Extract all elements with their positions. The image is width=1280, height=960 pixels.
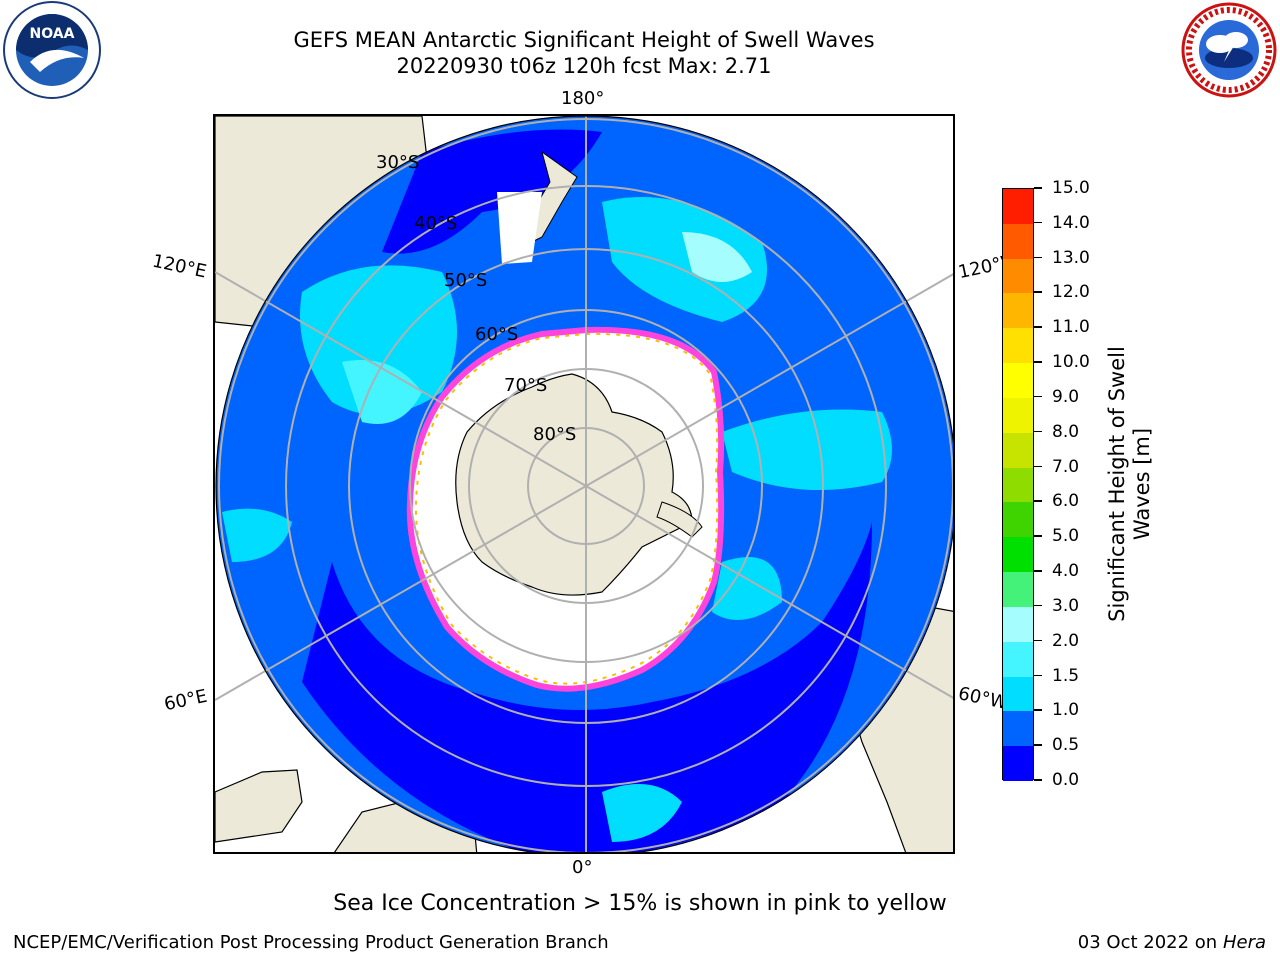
colorbar-segment [1003, 189, 1033, 224]
colorbar-tick-label: 2.0 [1052, 630, 1080, 651]
colorbar-segment [1003, 467, 1033, 503]
colorbar-segment [1003, 223, 1033, 259]
colorbar-tick [1034, 674, 1042, 677]
colorbar-tick-label: 7.0 [1052, 456, 1080, 477]
graticule [215, 116, 953, 852]
colorbar-tick-label: 1.5 [1052, 665, 1080, 686]
meridian-120 [215, 271, 953, 699]
colorbar-tick-label: 0.5 [1052, 735, 1080, 756]
title-line-1: GEFS MEAN Antarctic Significant Height o… [293, 28, 875, 52]
title-line-2: 20220930 t06z 120h fcst Max: 2.71 [396, 54, 772, 78]
lat-label-30: 30°S [376, 152, 420, 173]
colorbar-tick-label: 0.0 [1052, 770, 1080, 790]
ice-shelf-nz [497, 192, 542, 264]
lon-label-180: 180° [561, 88, 605, 109]
noaa-logo-icon: NOAA [3, 1, 101, 99]
colorbar-segment [1003, 397, 1033, 433]
colorbar-tick [1034, 221, 1042, 224]
colorbar-tick [1034, 395, 1042, 398]
colorbar-segment [1003, 328, 1033, 364]
colorbar-tick [1034, 744, 1042, 746]
colorbar-tick [1034, 187, 1042, 189]
swell-1.0-1.5-west [222, 508, 292, 562]
colorbar-tick [1034, 430, 1042, 433]
sea-ice-edge-yellow [414, 332, 719, 685]
colorbar-segment [1003, 502, 1033, 538]
swell-1.0-1.5-south [602, 784, 682, 842]
colorbar-tick [1034, 709, 1042, 711]
colorbar-segment [1003, 293, 1033, 329]
colorbar-segment [1003, 641, 1033, 677]
colorbar-segment [1003, 606, 1033, 642]
lat-label-70: 70°S [504, 375, 548, 396]
colorbar-tick [1034, 361, 1042, 363]
colorbar-tick [1034, 465, 1042, 468]
colorbar-tick [1034, 639, 1042, 642]
footer-date-text: 03 Oct 2022 on [1077, 932, 1223, 953]
colorbar-tick-label: 10.0 [1052, 352, 1090, 373]
colorbar-tick [1034, 570, 1042, 572]
footer-host: Hera [1222, 932, 1266, 953]
antarctica-landmass [455, 373, 693, 596]
swell-1.0-1.5-ne [602, 197, 767, 322]
lat-label-60: 60°S [475, 324, 519, 345]
map-boundary [215, 116, 953, 852]
colorbar-tick-label: 13.0 [1052, 247, 1090, 268]
colorbar-tick-label: 4.0 [1052, 561, 1080, 582]
lon-label-0: 0° [572, 857, 593, 878]
colorbar-tick [1034, 291, 1042, 293]
swell-1.0-1.5-se [712, 557, 782, 620]
swell-2.0-3.0-ne [682, 232, 752, 282]
footer-date: 03 Oct 2022 on Hera [1078, 932, 1266, 953]
lat-label-40: 40°S [414, 213, 458, 234]
colorbar-tick [1034, 326, 1042, 328]
colorbar-segment [1003, 432, 1033, 468]
colorbar-segment [1003, 537, 1033, 573]
colorbar-segment [1003, 746, 1033, 781]
nws-logo-icon [1181, 2, 1277, 98]
colorbar-tick-label: 11.0 [1052, 317, 1090, 338]
colorbar-tick-label: 6.0 [1052, 491, 1080, 512]
colorbar-tick-label: 3.0 [1052, 595, 1080, 616]
polar-map[interactable] [215, 116, 955, 854]
colorbar-segment [1003, 676, 1033, 712]
colorbar-tick-label: 1.0 [1052, 700, 1080, 721]
colorbar-tick [1034, 779, 1042, 781]
noaa-logo-text: NOAA [30, 26, 75, 42]
colorbar-tick [1034, 500, 1042, 502]
colorbar-segment [1003, 711, 1033, 747]
colorbar-title: Significant Height of Swell Waves [m] [1105, 346, 1154, 622]
colorbar-segment [1003, 363, 1033, 398]
colorbar-tick-label: 12.0 [1052, 282, 1090, 303]
colorbar-tick-label: 14.0 [1052, 212, 1090, 233]
colorbar-segment [1003, 258, 1033, 294]
colorbar [1002, 188, 1034, 781]
lat-label-50: 50°S [444, 270, 488, 291]
colorbar-tick-label: 8.0 [1052, 421, 1080, 442]
colorbar-tick-label: 15.0 [1052, 178, 1090, 198]
colorbar-tick [1034, 604, 1042, 607]
colorbar-tick-label: 9.0 [1052, 386, 1080, 407]
footer-branch: NCEP/EMC/Verification Post Processing Pr… [13, 932, 609, 953]
map-panel[interactable] [213, 114, 955, 854]
sea-ice-caption: Sea Ice Concentration > 15% is shown in … [333, 891, 947, 916]
lon-label-60e: 60°E [162, 685, 209, 716]
swell-1.0-1.5-east [722, 409, 892, 490]
lon-label-120e: 120°E [150, 250, 209, 283]
colorbar-tick [1034, 535, 1042, 537]
colorbar-segment [1003, 572, 1033, 607]
lat-label-80: 80°S [533, 424, 577, 445]
swell-1.0-1.5-patch [300, 265, 457, 415]
swell-0-0.5-inner [302, 522, 872, 852]
colorbar-tick-label: 5.0 [1052, 526, 1080, 547]
africa-landmass [215, 769, 303, 843]
colorbar-tick [1034, 256, 1042, 259]
